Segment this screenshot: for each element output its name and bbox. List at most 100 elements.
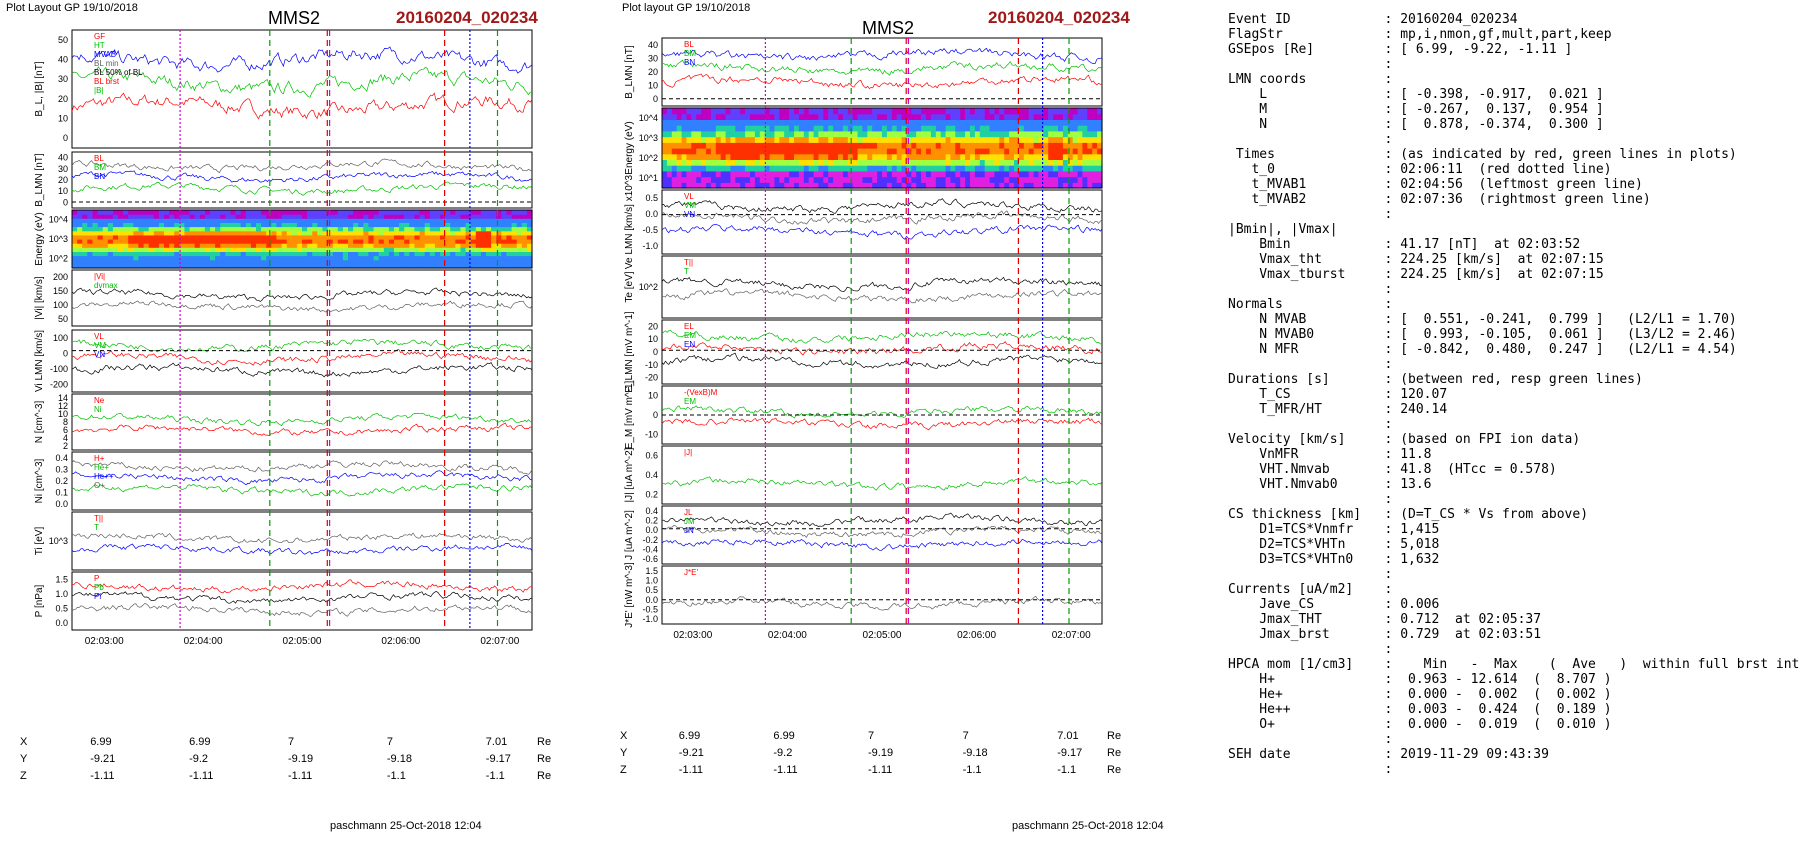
spectrogram-cell: [342, 243, 349, 248]
spectrogram-cell: [256, 259, 262, 265]
spectrogram-cell: [994, 153, 1000, 160]
spectrogram-cell: [199, 230, 206, 236]
spectrogram-cell: [394, 255, 400, 261]
spectrogram-cell: [92, 243, 99, 248]
spectrogram-cell: [686, 142, 692, 149]
spectrogram-cell: [784, 142, 790, 149]
spectrogram-cell: [143, 210, 150, 215]
legend-entry: BN: [684, 58, 695, 67]
spectrogram-cell: [511, 263, 518, 269]
spectrogram-cell: [327, 226, 334, 232]
info-key: He++: [1228, 702, 1385, 717]
panel-frame: [661, 37, 1103, 107]
spectrogram-cell: [798, 113, 805, 120]
spectrogram-cell: [847, 159, 854, 166]
spectrogram-cell: [882, 119, 888, 126]
spectrogram-cell: [916, 113, 922, 120]
spectrogram-cell: [828, 108, 834, 115]
spectrogram-cell: [970, 170, 976, 178]
tick-label: 150: [53, 286, 68, 296]
tick-label: -0.4: [642, 545, 658, 555]
spectrogram-cell: [960, 165, 966, 172]
spectrogram-cell: [337, 222, 344, 228]
spectrogram-cell: [1062, 108, 1069, 115]
spectrogram-cell: [891, 148, 898, 155]
spectrogram-cell: [250, 222, 257, 228]
spectrogram-cell: [307, 226, 313, 232]
right-position-table: X 6.99 6.99 7 7 7.01 Re Y -9.21 -9.2 -9.19 -9.18 -9.…: [600, 730, 1220, 790]
spectrogram-cell: [123, 247, 129, 252]
spectrogram-cell: [261, 222, 267, 228]
spectrogram-cell: [164, 218, 170, 223]
spectrogram-cell: [194, 234, 201, 240]
spectrogram-cell: [706, 136, 712, 143]
spectrogram-cell: [204, 214, 211, 219]
spectrogram-cell: [691, 119, 697, 126]
spectrogram-cell: [691, 125, 697, 132]
spectrogram-cell: [480, 210, 487, 215]
spectrogram-cell: [735, 113, 741, 120]
spectrogram-cell: [730, 142, 736, 149]
spectrogram-cell: [955, 182, 961, 189]
spectrogram-cell: [930, 119, 937, 126]
spectrogram-cell: [434, 263, 441, 269]
info-key: N: [1228, 117, 1385, 132]
spectrogram-cell: [740, 148, 746, 155]
spectrogram-cell: [764, 108, 771, 115]
spectrogram-cell: [833, 142, 839, 149]
spectrogram-cell: [281, 259, 288, 265]
spectrogram-cell: [445, 210, 451, 215]
spectrogram-cell: [857, 136, 864, 143]
spectrogram-cell: [434, 239, 441, 244]
spectrogram-cell: [994, 119, 1000, 126]
spectrogram-cell: [72, 239, 78, 244]
spectrogram-cell: [276, 255, 283, 261]
spectrogram-cell: [394, 263, 400, 269]
spectrogram-cell: [143, 263, 150, 269]
spectrogram-cell: [434, 214, 441, 219]
spectrogram-cell: [429, 259, 436, 265]
info-value: :: [1384, 297, 1393, 312]
spectrogram-cell: [1014, 119, 1020, 126]
spectrogram-cell: [230, 243, 237, 248]
info-key: [1228, 642, 1385, 657]
spectrogram-cell: [857, 119, 864, 126]
spectrogram-cell: [373, 214, 380, 219]
spectrogram-cell: [857, 125, 864, 132]
spectrogram-cell: [745, 159, 751, 166]
spectrogram-cell: [916, 182, 922, 189]
spectrogram-cell: [107, 255, 114, 261]
spectrogram-cell: [230, 255, 237, 261]
spectrogram-cell: [764, 113, 771, 120]
spectrogram-cell: [480, 222, 487, 228]
spectrogram-cell: [440, 251, 446, 257]
spectrogram-cell: [691, 165, 697, 172]
spectrogram-cell: [842, 159, 849, 166]
position-value: -9.17: [1057, 747, 1083, 759]
spectrogram-cell: [1038, 170, 1044, 178]
spectrogram-cell: [833, 148, 839, 155]
spectrogram-cell: [332, 243, 339, 248]
spectrogram-cell: [235, 255, 242, 261]
spectrogram-cell: [215, 263, 221, 269]
spectrogram-cell: [676, 153, 683, 160]
spectrogram-cell: [245, 226, 252, 232]
spectrogram-cell: [394, 251, 400, 257]
tick-label: 20: [58, 175, 68, 185]
spectrogram-cell: [662, 159, 668, 166]
spectrogram-cell: [153, 210, 160, 215]
spectrogram-cell: [926, 159, 932, 166]
spectrogram-cell: [984, 119, 991, 126]
tick-label: -100: [50, 364, 68, 374]
spectrogram-cell: [302, 222, 308, 228]
spectrogram-cell: [358, 243, 364, 248]
spectrogram-cell: [984, 159, 991, 166]
spectrogram-cell: [286, 234, 293, 240]
spectrogram-cell: [676, 165, 683, 172]
info-line: :: [1228, 567, 1799, 582]
spectrogram-cell: [710, 119, 717, 126]
spectrogram-cell: [1038, 108, 1044, 115]
spectrogram-cell: [291, 247, 298, 252]
tick-label: 8: [63, 417, 68, 427]
spectrogram-cell: [296, 251, 303, 257]
